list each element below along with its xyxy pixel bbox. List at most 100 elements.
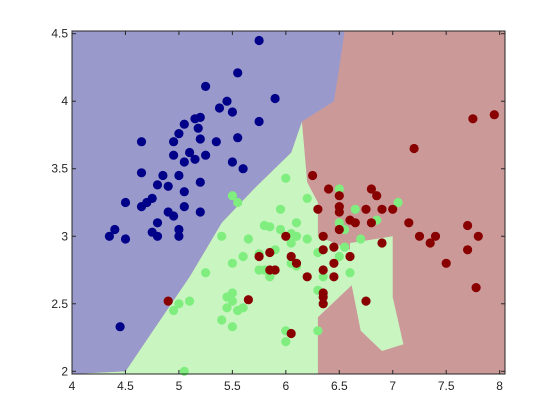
x-tick-label: 8: [496, 379, 503, 393]
data-point-class-2: [377, 238, 387, 248]
data-point-class-2: [404, 218, 414, 228]
data-point-class-0: [110, 224, 120, 235]
y-tick-label: 4.5: [51, 27, 68, 41]
data-point-class-0: [195, 207, 205, 217]
data-point-class-1: [222, 303, 232, 313]
x-tick-label: 5.5: [224, 379, 241, 393]
data-point-class-2: [388, 204, 398, 214]
data-point-class-2: [163, 296, 173, 306]
data-point-class-1: [350, 204, 360, 214]
data-point-class-2: [329, 242, 339, 252]
data-point-class-2: [473, 231, 483, 241]
data-point-class-0: [169, 137, 179, 147]
data-point-class-1: [345, 268, 355, 278]
data-point-class-1: [227, 322, 237, 332]
data-point-class-2: [409, 143, 419, 154]
data-point-class-0: [120, 234, 131, 244]
region-class-1: [72, 121, 361, 374]
data-point-class-1: [334, 251, 344, 262]
y-tick-label: 3: [61, 229, 68, 243]
data-point-class-0: [222, 96, 232, 106]
y-tick-label: 4: [61, 94, 68, 108]
data-point-class-0: [152, 231, 163, 241]
data-point-class-2: [265, 247, 275, 258]
data-point-class-1: [185, 296, 195, 306]
data-point-class-2: [441, 258, 451, 268]
data-point-class-1: [281, 173, 291, 183]
data-point-class-1: [233, 305, 243, 316]
data-point-class-2: [313, 204, 323, 214]
axes-box: [71, 30, 506, 375]
data-point-class-2: [372, 191, 382, 201]
y-tick-label: 2.5: [51, 297, 68, 311]
data-point-class-0: [233, 68, 243, 78]
y-tick-label: 3.5: [51, 162, 68, 176]
data-point-class-1: [238, 251, 248, 262]
data-point-class-0: [136, 202, 147, 212]
data-point-class-1: [281, 337, 291, 347]
data-point-class-0: [179, 119, 189, 129]
data-point-class-1: [334, 184, 344, 194]
data-point-class-2: [468, 114, 478, 124]
data-point-class-0: [190, 114, 200, 124]
data-point-class-0: [179, 202, 189, 212]
data-point-class-0: [193, 123, 203, 133]
data-point-class-0: [179, 157, 189, 167]
data-point-class-2: [243, 295, 253, 305]
data-point-class-1: [243, 234, 253, 244]
data-point-class-1: [291, 218, 302, 228]
data-point-class-2: [361, 204, 371, 214]
data-point-class-2: [463, 245, 473, 255]
data-point-class-1: [302, 193, 312, 203]
data-point-class-1: [227, 258, 237, 268]
data-point-class-0: [152, 180, 163, 190]
data-point-class-0: [214, 103, 225, 113]
data-point-class-0: [120, 197, 131, 208]
data-point-class-2: [324, 184, 334, 194]
data-point-class-0: [233, 133, 243, 143]
data-point-class-2: [308, 170, 318, 181]
data-point-class-2: [329, 272, 339, 282]
data-point-class-0: [227, 107, 237, 117]
data-point-class-2: [270, 265, 280, 275]
data-point-class-1: [313, 326, 323, 336]
data-point-class-0: [254, 35, 264, 46]
decision-regions: [72, 31, 505, 374]
data-point-class-0: [152, 218, 163, 228]
data-point-class-1: [334, 218, 344, 228]
data-point-class-0: [158, 170, 168, 181]
data-point-class-0: [201, 150, 211, 160]
data-point-class-2: [318, 245, 328, 255]
data-point-class-2: [361, 296, 371, 306]
data-point-class-0: [136, 137, 147, 147]
data-point-class-0: [201, 81, 211, 91]
data-point-class-0: [174, 231, 184, 241]
data-point-class-0: [185, 147, 195, 158]
data-point-class-2: [318, 292, 328, 302]
data-point-class-2: [281, 231, 291, 241]
data-point-class-0: [227, 157, 237, 167]
data-point-class-1: [265, 222, 275, 232]
data-point-class-1: [302, 234, 312, 244]
data-point-class-2: [414, 231, 425, 241]
data-point-class-0: [115, 322, 125, 332]
data-point-class-1: [275, 224, 286, 235]
data-point-class-1: [265, 272, 275, 282]
data-point-class-0: [169, 150, 179, 160]
data-point-class-1: [340, 242, 350, 252]
data-point-class-2: [286, 328, 296, 339]
data-point-class-0: [270, 93, 280, 104]
data-point-class-0: [238, 164, 248, 174]
x-tick-label: 7.5: [438, 379, 455, 393]
y-tick-label: 2: [61, 364, 68, 378]
data-point-class-0: [211, 137, 221, 147]
data-point-class-0: [104, 231, 114, 241]
data-point-class-0: [195, 177, 205, 187]
data-point-class-2: [254, 251, 264, 262]
data-point-class-2: [350, 218, 360, 228]
data-point-class-0: [136, 168, 147, 178]
data-point-class-1: [318, 272, 328, 282]
data-point-class-1: [356, 234, 366, 244]
x-tick-label: 5: [176, 379, 183, 393]
